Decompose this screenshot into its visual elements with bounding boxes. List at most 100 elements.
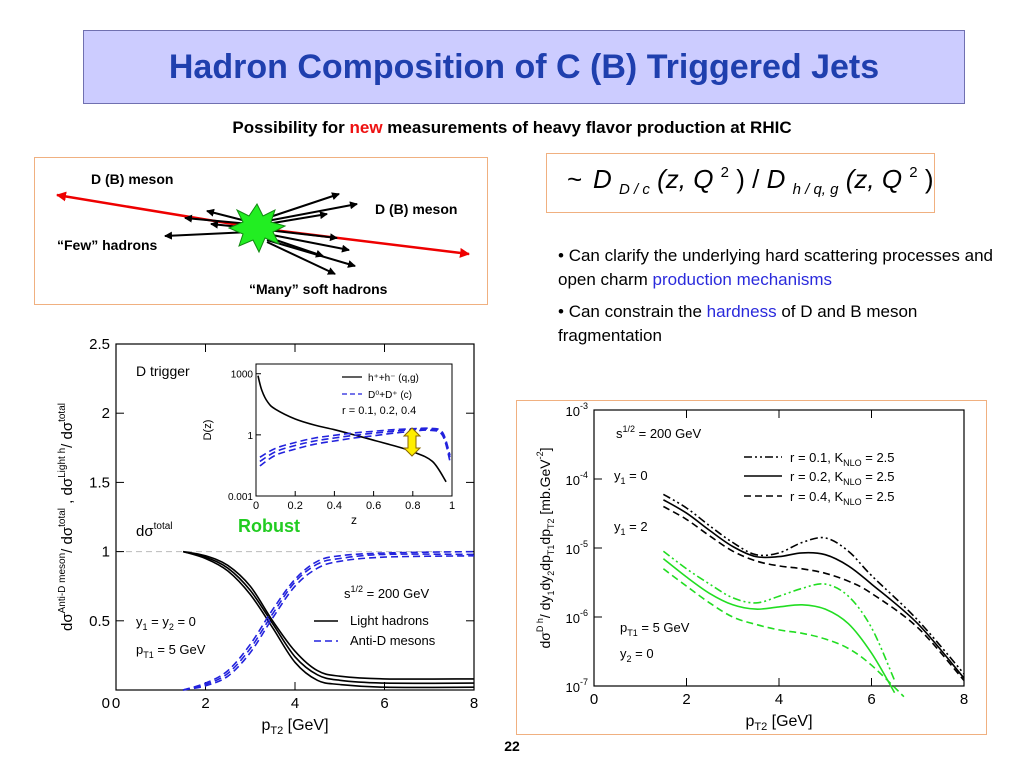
plot1-series-0: [182, 550, 475, 680]
plot3-xtick-label: 8: [960, 691, 968, 708]
plot3-series-0: [662, 493, 965, 675]
cross-section-plot-svg: 0 2 4 6 8 10-7 10-6 10-5 10-4 10-3 pT2 [GeV] dσD h/…: [516, 400, 987, 735]
plot1-xtick-label: 8: [470, 695, 478, 712]
subtitle-suffix: measurements of heavy flavor production …: [382, 118, 792, 137]
inset-double-arrow-icon: [402, 427, 422, 457]
subtitle-prefix: Possibility for: [232, 118, 350, 137]
plot1-series-3: [182, 555, 475, 691]
bullet-2-highlight: hardness: [706, 302, 777, 322]
bullet-list: • Can clarify the underlying hard scatte…: [558, 244, 998, 357]
jet-axis-left-arrow: [56, 191, 258, 230]
plot1-legend-antid: Anti-D mesons: [350, 633, 436, 648]
plot3-annotation-pt1: pT1 = 5 GeV: [620, 620, 690, 638]
collision-burst-icon: [227, 203, 287, 254]
plot3-legend-label-2: r = 0.4, KNLO = 2.5: [790, 489, 895, 507]
plot1-origin-label: 0: [102, 695, 110, 712]
inset-xtick-label: 1: [449, 500, 455, 512]
page-number: 22: [504, 738, 520, 754]
slide-title: Hadron Composition of C (B) Triggered Je…: [168, 47, 880, 86]
plot1-ytick-label: 2.5: [89, 336, 110, 353]
plot3-ylabel: dσD h/ dy1dy2dpT1dpT2 [mb.GeV-2]: [535, 447, 556, 648]
plot3-annotation-sqrt-s: s1/2 = 200 GeV: [616, 424, 701, 441]
plot3-series-1: [662, 499, 965, 679]
plot1-xtick-label: 6: [380, 695, 388, 712]
jet-diagram: D (B) meson D (B) meson “Few” hadrons “M…: [34, 157, 488, 305]
formula-box: ~ D D / c (z, Q 2 ) / D h / q, g (z, Q 2…: [546, 153, 935, 213]
plot1-annotation-rapidity: y1 = y2 = 0: [136, 614, 196, 632]
bullet-item-1: • Can clarify the underlying hard scatte…: [558, 246, 993, 290]
inset-xlabel: z: [351, 513, 357, 527]
inset-xtick-label: 0.6: [366, 500, 381, 512]
inset-ytick-label: 1: [247, 431, 253, 442]
diagram-label-few: “Few” hadrons: [57, 237, 158, 253]
plot1-series-5: [182, 550, 475, 691]
plot1-series-1: [182, 550, 475, 685]
plot3-xtick-label: 2: [682, 691, 690, 708]
diagram-label-right-meson: D (B) meson: [375, 201, 457, 217]
subtitle-highlight: new: [349, 118, 383, 137]
plot3-legend-label-1: r = 0.2, KNLO = 2.5: [790, 469, 895, 487]
formula-text: ~ D D / c (z, Q 2 ) / D h / q, g (z, Q 2…: [567, 154, 934, 200]
plot3-xtick-label: 0: [590, 691, 598, 708]
plot3-ytick-label: 10-6: [566, 608, 588, 626]
inset-xtick-label: 0.2: [288, 500, 303, 512]
cross-section-plot: 0 2 4 6 8 10-7 10-6 10-5 10-4 10-3 pT2 [GeV] dσD h/…: [516, 400, 988, 741]
plot3-annotation-y2: y2 = 0: [620, 646, 654, 664]
plot3-legend-label-0: r = 0.1, KNLO = 2.5: [790, 450, 895, 468]
plot3-annotation-y1-2: y1 = 2: [614, 519, 648, 537]
inset-ytick-label: 0.001: [228, 492, 253, 503]
inset-ylabel: D(z): [202, 420, 214, 441]
inset-legend-d: D⁰+D⁺ (c): [368, 390, 412, 401]
inset-xtick-label: 0.8: [405, 500, 420, 512]
bullet-1-text: Can clarify the underlying hard scatteri…: [558, 246, 993, 290]
plot1-title: D trigger: [136, 363, 190, 379]
plot3-ytick-label: 10-5: [566, 539, 588, 557]
plot3-ytick-label: 10-4: [566, 470, 588, 488]
inset-series-1: [259, 429, 451, 467]
plot3-xtick-label: 6: [867, 691, 875, 708]
bullet-1-highlight: production mechanisms: [652, 270, 833, 290]
plot3-ytick-label: 10-7: [566, 677, 588, 695]
plot1-annotation-pt1: pT1 = 5 GeV: [136, 642, 206, 660]
plot1-series-2: [182, 550, 475, 689]
plot1-ytick-label: 1.5: [89, 474, 110, 491]
plot1-ytick-label: 0.5: [89, 613, 110, 630]
ratio-plot: 0 2 4 6 8 0.5 1 1.5 2 2.5 0 pT2 [GeV] dσAnti-D meson…: [38, 332, 488, 747]
plot1-series-4: [182, 553, 475, 691]
plot1-annotation-total: dσtotal: [136, 521, 173, 540]
bullet-item-2: • Can constrain the hardness of D and B …: [558, 302, 918, 346]
plot3-series-2: [663, 505, 965, 682]
ratio-plot-svg: 0 2 4 6 8 0.5 1 1.5 2 2.5 0 pT2 [GeV] dσAnti-D meson…: [57, 336, 478, 737]
plot1-ytick-label: 1: [102, 544, 110, 561]
formula-svg: ~ D D / c (z, Q 2 ) / D h / q, g (z, Q 2…: [567, 154, 934, 200]
inset-ytick-label: 1000: [231, 370, 254, 381]
plot3-xtick-label: 4: [775, 691, 783, 708]
bullet-2-suffix: of D and B meson fragmentation: [558, 302, 918, 346]
plot1-annotation-robust: Robust: [238, 516, 300, 536]
plot3-xlabel: pT2 [GeV]: [745, 713, 812, 733]
title-box: Hadron Composition of C (B) Triggered Je…: [83, 30, 965, 104]
plot1-legend-light: Light hadrons: [350, 613, 429, 628]
plot1-ytick-label: 2: [102, 405, 110, 422]
plot1-annotation-sqrt-s: s1/2 = 200 GeV: [344, 584, 429, 601]
plot3-annotation-y1-0: y1 = 0: [614, 468, 648, 486]
slide-subtitle: Possibility for new measurements of heav…: [0, 118, 1024, 138]
inset-series-2: [259, 428, 451, 463]
plot3-series-3: [662, 550, 896, 681]
inset-series-3: [259, 427, 451, 458]
plot3-series-5: [662, 568, 905, 698]
plot1-xlabel: pT2 [GeV]: [261, 717, 328, 737]
jet-diagram-svg: D (B) meson D (B) meson “Few” hadrons “M…: [56, 171, 470, 297]
plot1-xtick-label: 4: [291, 695, 299, 712]
plot1-xtick-label: 2: [201, 695, 209, 712]
inset-xtick-label: 0.4: [327, 500, 342, 512]
plot1-xtick-label: 0: [112, 695, 120, 712]
diagram-label-many: “Many” soft hadrons: [249, 281, 388, 297]
plot3-ytick-label: 10-3: [566, 401, 588, 419]
diagram-label-left-meson: D (B) meson: [91, 171, 173, 187]
plot3-series-4: [662, 558, 896, 694]
inset-xtick-label: 0: [253, 500, 259, 512]
inset-legend-h: h⁺+h⁻ (q,g): [368, 373, 419, 384]
inset-legend-r: r = 0.1, 0.2, 0.4: [342, 405, 416, 417]
plot3-outer-border: [516, 400, 987, 735]
